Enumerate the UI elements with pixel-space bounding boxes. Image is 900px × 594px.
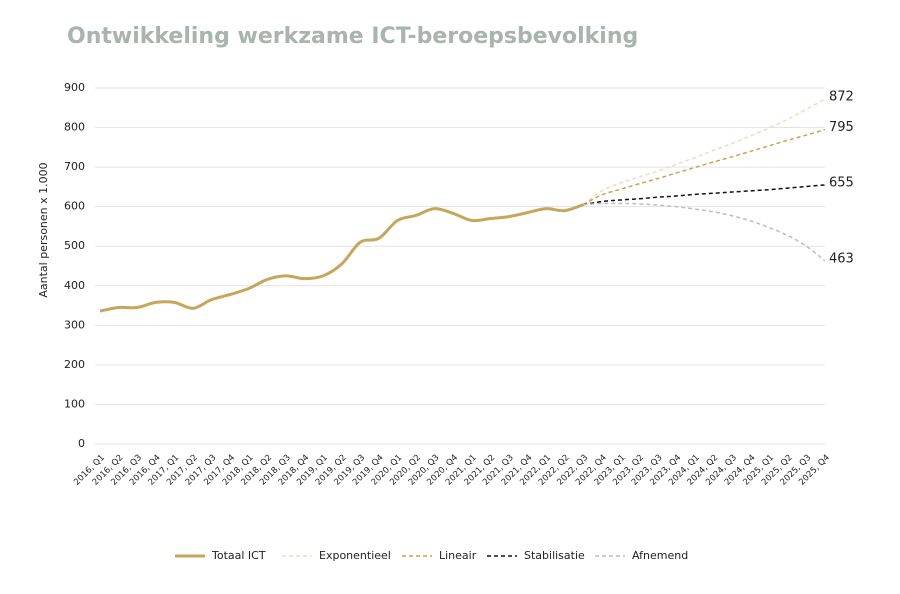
end-label: 463 xyxy=(829,251,854,266)
end-label: 872 xyxy=(829,90,854,105)
y-axis-label: Aantal personen x 1.000 xyxy=(37,162,50,297)
y-tick-label: 700 xyxy=(64,160,85,173)
series-line xyxy=(582,128,826,206)
chart-title: Ontwikkeling werkzame ICT-beroepsbevolki… xyxy=(67,24,638,49)
y-tick-label: 500 xyxy=(64,239,85,252)
legend-label: Totaal ICT xyxy=(211,549,266,562)
legend-label: Lineair xyxy=(439,549,477,562)
legend-label: Afnemend xyxy=(632,549,688,562)
end-label: 795 xyxy=(829,120,854,135)
series-line xyxy=(583,184,826,206)
y-tick-label: 600 xyxy=(64,200,85,213)
series-line xyxy=(99,203,584,313)
y-tick-label: 800 xyxy=(64,121,85,134)
legend-label: Exponentieel xyxy=(319,549,391,562)
y-tick-label: 300 xyxy=(64,318,85,331)
y-tick-label: 0 xyxy=(78,437,85,450)
series-line xyxy=(582,98,826,206)
series-line xyxy=(583,202,826,262)
legend-label: Stabilisatie xyxy=(524,549,585,562)
y-tick-label: 100 xyxy=(64,397,85,410)
y-tick-label: 400 xyxy=(64,279,85,292)
end-label: 655 xyxy=(829,175,854,190)
y-tick-label: 900 xyxy=(64,81,85,94)
y-tick-label: 200 xyxy=(64,358,85,371)
